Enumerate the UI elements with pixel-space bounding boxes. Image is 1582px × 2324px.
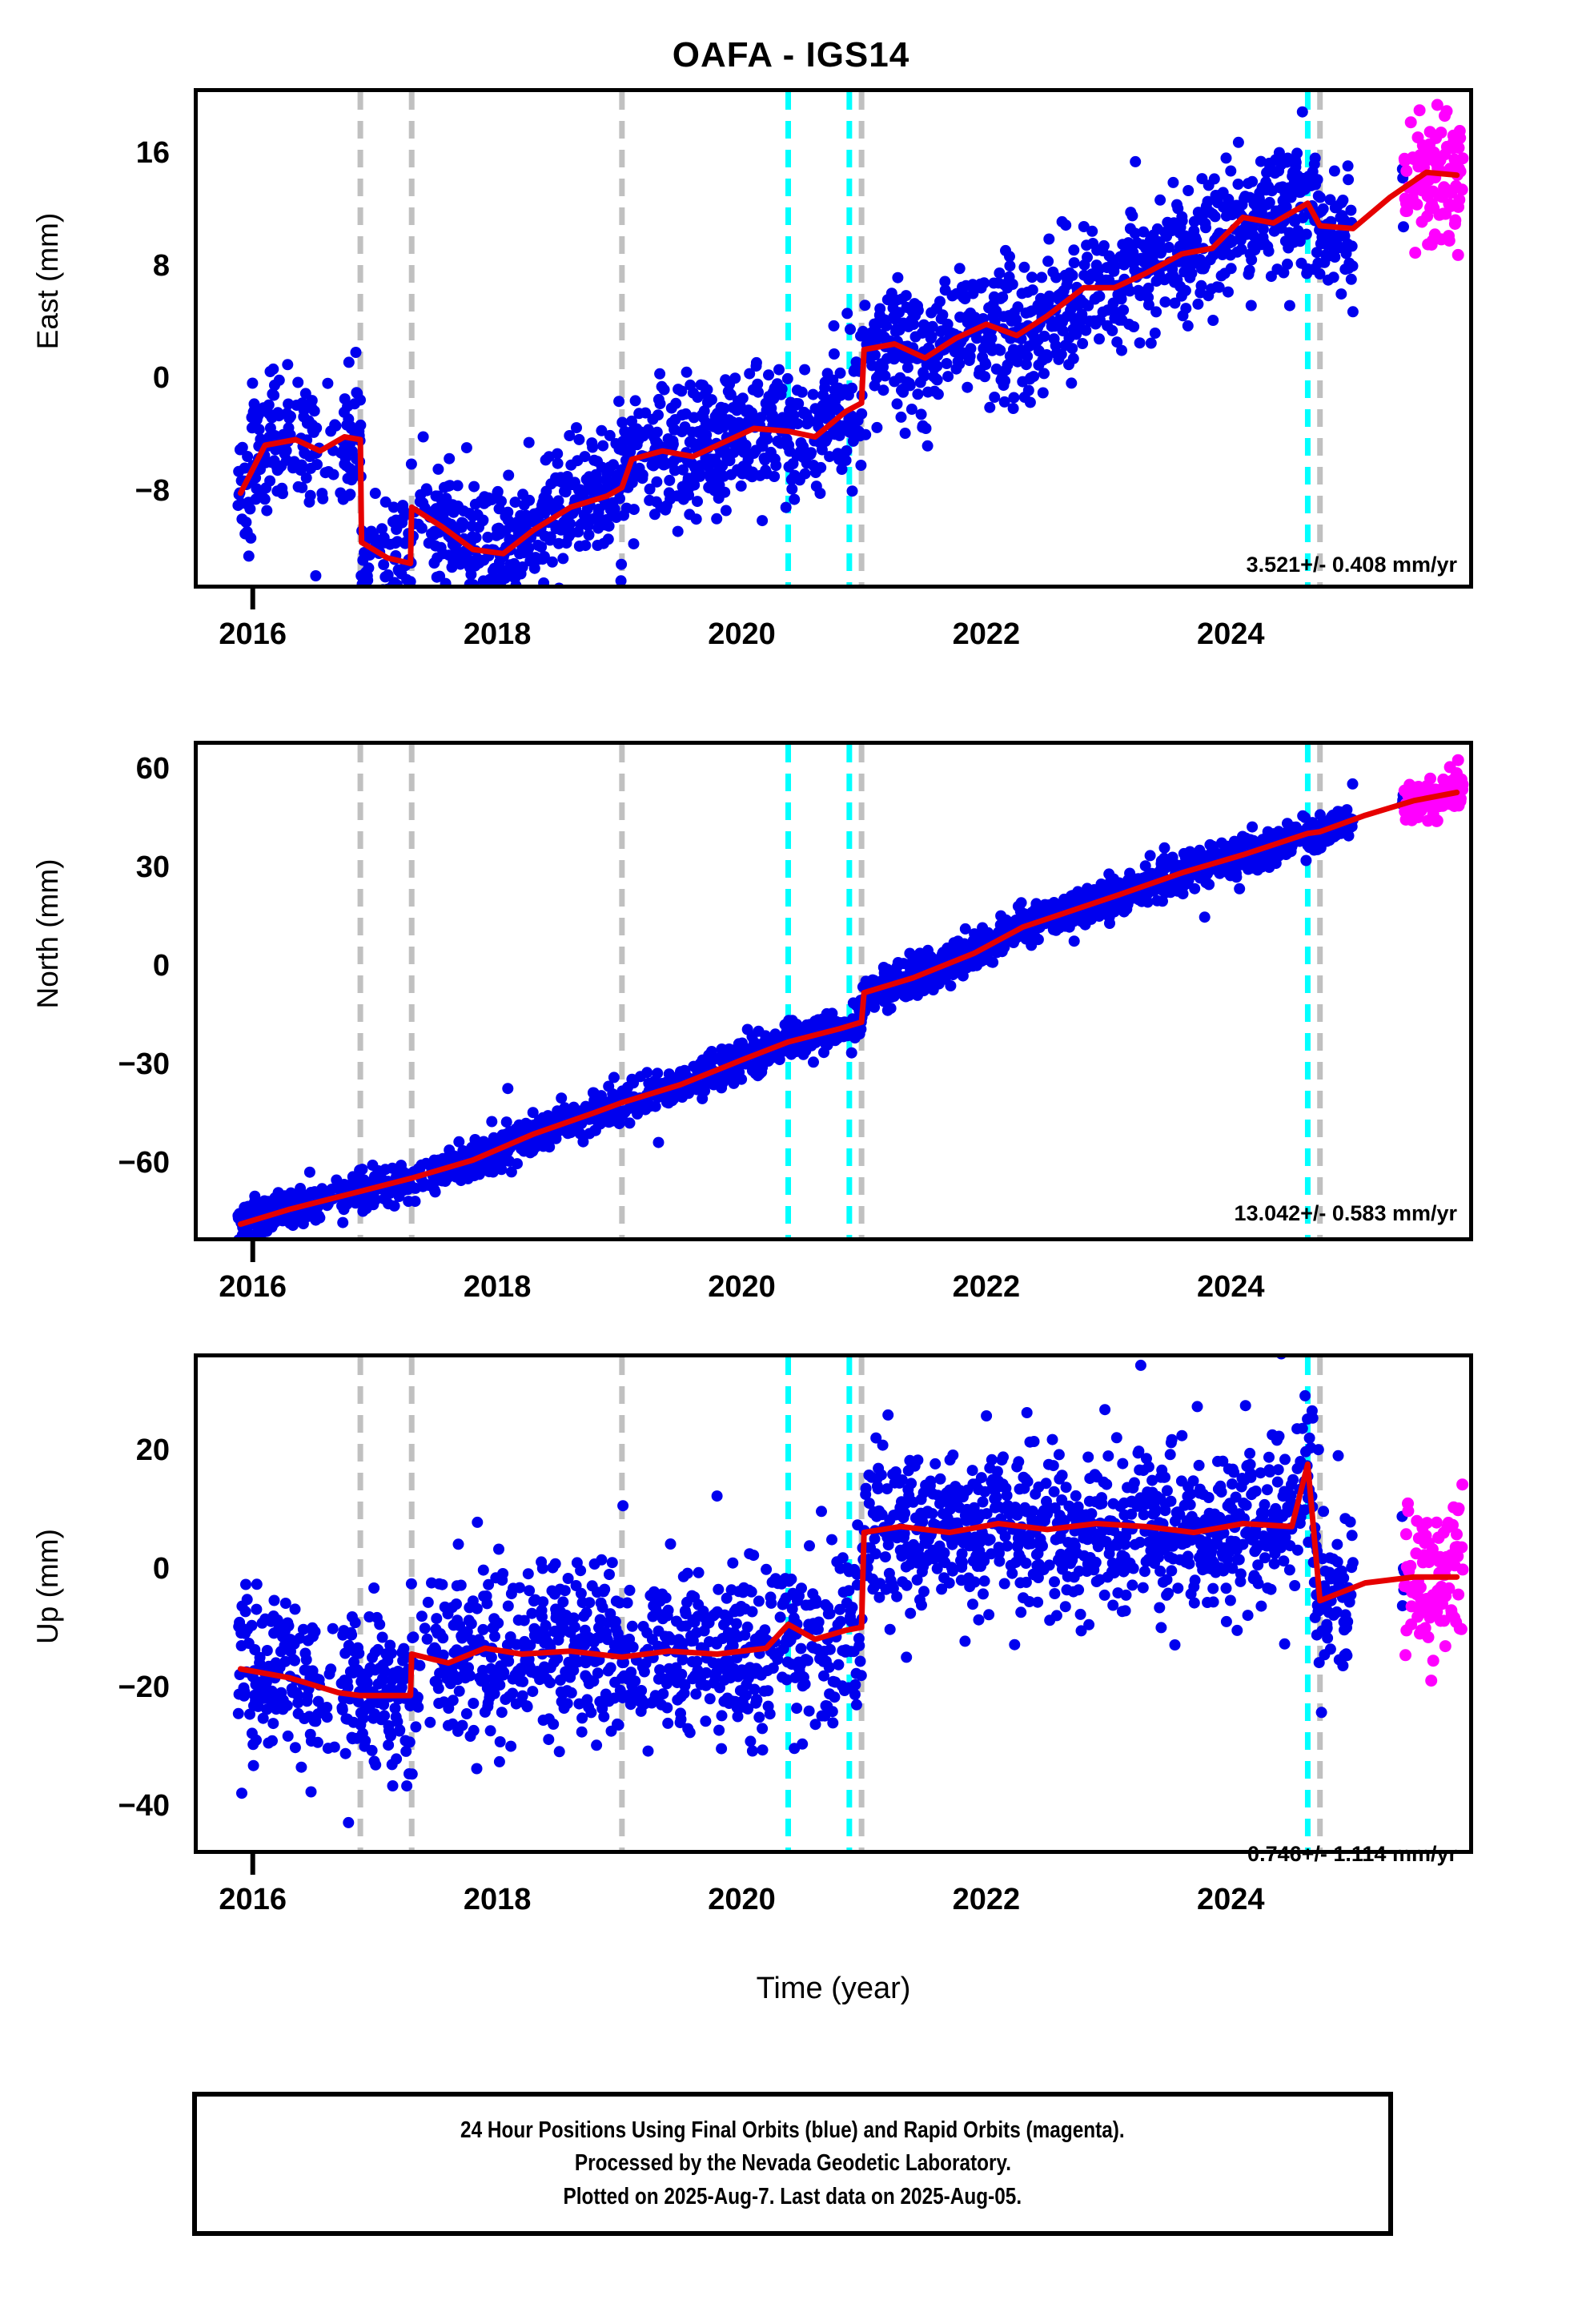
caption-line-1: 24 Hour Positions Using Final Orbits (bl… — [460, 2117, 1125, 2144]
y-tick-east-8: 8 — [152, 248, 170, 283]
x-tick-north-2016: 2016 — [219, 1270, 287, 1304]
caption-line-2: Processed by the Nevada Geodetic Laborat… — [574, 2150, 1011, 2177]
x-tick-up-2022: 2022 — [952, 1883, 1021, 1916]
x-tick-up-2018: 2018 — [463, 1883, 532, 1916]
x-tick-up-2020: 2020 — [708, 1883, 776, 1916]
plot-area-north[interactable] — [194, 741, 1473, 1241]
x-tick-north-2018: 2018 — [463, 1270, 532, 1304]
rate-annotation-north: 13.042+/- 0.583 mm/yr — [1234, 1201, 1457, 1225]
x-tick-east-2020: 2020 — [708, 617, 776, 651]
y-tick-up-neg20: −20 — [118, 1670, 170, 1704]
caption-line-3: Plotted on 2025-Aug-7. Last data on 2025… — [563, 2183, 1022, 2209]
x-tick-north-2020: 2020 — [708, 1270, 776, 1304]
x-tick-east-2018: 2018 — [463, 617, 532, 651]
y-tick-east-16: 16 — [135, 136, 170, 171]
rate-annotation-up: 0.746+/- 1.114 mm/yr — [1247, 1842, 1457, 1866]
axis-ticks-east — [194, 153, 255, 609]
x-tick-east-2022: 2022 — [952, 617, 1021, 651]
plot-area-east[interactable] — [194, 88, 1473, 589]
y-tick-east-0: 0 — [152, 361, 170, 396]
y-tick-up-0: 0 — [152, 1551, 170, 1586]
plot-area-up[interactable] — [194, 1353, 1473, 1854]
x-tick-up-2016: 2016 — [219, 1883, 287, 1916]
caption-box: 24 Hour Positions Using Final Orbits (bl… — [192, 2092, 1393, 2236]
axis-ticks-north — [194, 769, 255, 1262]
rate-annotation-east: 3.521+/- 0.408 mm/yr — [1246, 553, 1457, 577]
x-tick-north-2024: 2024 — [1196, 1270, 1265, 1304]
y-tick-north-neg60: −60 — [118, 1145, 170, 1180]
y-tick-up-20: 20 — [135, 1433, 170, 1467]
y-tick-north-0: 0 — [152, 948, 170, 983]
x-tick-east-2024: 2024 — [1196, 617, 1265, 651]
y-tick-east-neg8: −8 — [135, 473, 170, 508]
y-tick-north-60: 60 — [135, 751, 170, 786]
x-axis-label: Time (year) — [756, 1972, 911, 2005]
y-tick-north-neg30: −30 — [118, 1047, 170, 1081]
page-title: OAFA - IGS14 — [672, 35, 910, 74]
x-tick-east-2016: 2016 — [219, 617, 287, 651]
x-tick-north-2022: 2022 — [952, 1270, 1021, 1304]
y-tick-up-neg40: −40 — [118, 1789, 170, 1823]
x-tick-up-2024: 2024 — [1196, 1883, 1265, 1916]
axis-ticks-up — [194, 1450, 255, 1875]
y-tick-north-30: 30 — [135, 850, 170, 884]
